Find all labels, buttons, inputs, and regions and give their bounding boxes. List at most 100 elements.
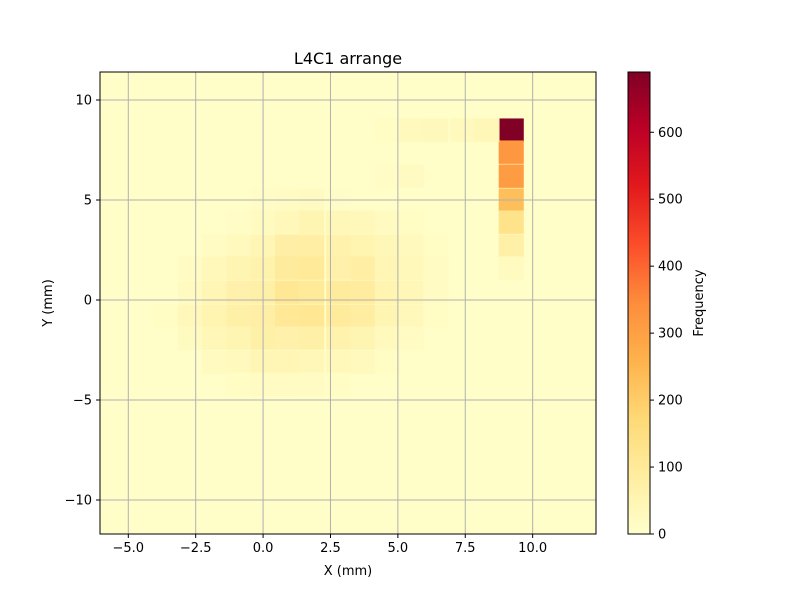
heatmap-cell xyxy=(274,234,301,258)
heatmap-cell xyxy=(226,304,252,328)
heatmap-cell xyxy=(350,280,376,304)
y-tick-label: 10 xyxy=(75,94,92,109)
heatmap-cell xyxy=(398,210,425,234)
heatmap-cell xyxy=(498,164,524,188)
heatmap-cell xyxy=(202,280,228,304)
colorbar-tick-label: 400 xyxy=(658,260,683,275)
heatmap-cell xyxy=(326,256,352,280)
heatmap-cell xyxy=(226,210,252,234)
x-tick-label: −2.5 xyxy=(180,541,212,556)
heatmap-cell xyxy=(423,280,449,304)
heatmap-cell xyxy=(326,280,352,304)
heatmap-cell xyxy=(226,326,252,350)
heatmap-cell xyxy=(274,326,301,350)
heatmap-cell xyxy=(299,234,325,258)
heatmap-cell xyxy=(153,304,179,328)
heatmap-cell xyxy=(299,372,325,396)
heatmap-cell xyxy=(350,256,376,280)
x-tick-label: 2.5 xyxy=(320,541,341,556)
heatmap-cell xyxy=(274,350,301,374)
heatmap-cell xyxy=(398,304,425,328)
heatmap-cell xyxy=(398,280,425,304)
heatmap-cell xyxy=(398,118,425,142)
heatmap-cell xyxy=(299,326,325,350)
colorbar-tick-label: 300 xyxy=(658,327,683,342)
heatmap-cell xyxy=(326,234,352,258)
y-tick-label: 0 xyxy=(84,294,92,309)
heatmap-cell xyxy=(326,350,352,374)
heatmap-cell xyxy=(374,350,400,374)
heatmap-cell xyxy=(274,372,301,396)
heatmap-cell xyxy=(202,304,228,328)
heatmap-cell xyxy=(350,210,376,234)
x-axis-ticks: −5.0 −2.5 0.0 2.5 5.0 7.5 10.0 xyxy=(113,534,547,556)
grid-lines xyxy=(100,72,596,534)
y-axis-label: Y (mm) xyxy=(41,279,56,328)
colorbar-gradient xyxy=(627,71,651,535)
x-tick-label: 10.0 xyxy=(518,541,547,556)
heatmap-cell xyxy=(226,234,252,258)
heatmap-cell xyxy=(299,304,325,328)
heatmap-cell xyxy=(326,372,352,396)
heatmap-cell xyxy=(398,256,425,280)
heatmap-cell xyxy=(498,234,524,258)
heatmap-cell xyxy=(274,304,301,328)
heatmap-cell xyxy=(299,256,325,280)
plot-area: −5.0 −2.5 0.0 2.5 5.0 7.5 10.0 −10 −5 0 5 10 xyxy=(65,71,597,556)
colorbar-tick-label: 500 xyxy=(658,193,683,208)
heatmap-cell xyxy=(450,118,476,142)
heatmap-cell xyxy=(177,256,203,280)
colorbar-tick-label: 100 xyxy=(658,461,683,476)
heatmap-cell xyxy=(423,118,449,142)
heatmap-cell xyxy=(498,118,524,142)
heatmap-cell xyxy=(326,304,352,328)
heatmap-cell xyxy=(374,304,400,328)
heatmap-cell xyxy=(374,164,400,188)
x-tick-label: 0.0 xyxy=(253,541,274,556)
y-tick-label: −5 xyxy=(73,394,92,409)
heatmap-cell xyxy=(474,118,500,142)
heatmap-cell xyxy=(274,210,301,234)
heatmap-cell xyxy=(374,256,400,280)
x-axis-label: X (mm) xyxy=(324,564,373,579)
colorbar-tick-label: 200 xyxy=(658,394,683,409)
heatmap-cell xyxy=(350,326,376,350)
heatmap-cell xyxy=(326,326,352,350)
heatmap-cell xyxy=(202,256,228,280)
heatmap-cell xyxy=(202,350,228,374)
heatmap-cell xyxy=(374,118,400,142)
heatmap-cell xyxy=(374,234,400,258)
y-tick-label: −10 xyxy=(65,494,92,509)
heatmap-cell xyxy=(226,372,252,396)
heatmap-cell xyxy=(177,280,203,304)
heatmap-cell xyxy=(350,350,376,374)
heatmap-cell xyxy=(374,280,400,304)
heatmap-cell xyxy=(226,350,252,374)
y-tick-label: 5 xyxy=(84,194,92,209)
heatmap-cells xyxy=(153,118,524,396)
colorbar: 0 100 200 300 400 500 600 Frequency xyxy=(627,71,707,543)
heatmap-cell xyxy=(177,326,203,350)
y-axis-ticks: −10 −5 0 5 10 xyxy=(65,94,100,509)
chart-title: L4C1 arrange xyxy=(294,49,402,68)
heatmap-cell xyxy=(326,210,352,234)
heatmap-cell xyxy=(299,280,325,304)
heatmap-cell xyxy=(423,304,449,328)
heatmap-cell xyxy=(374,210,400,234)
x-tick-label: 5.0 xyxy=(388,541,409,556)
heatmap-cell xyxy=(350,234,376,258)
heatmap-cell xyxy=(423,234,449,258)
heatmap-cell xyxy=(498,256,524,280)
x-tick-label: 7.5 xyxy=(455,541,476,556)
heatmap-cell xyxy=(202,234,228,258)
heatmap-cell xyxy=(398,164,425,188)
heatmap-cell xyxy=(498,210,524,234)
heatmap-cell xyxy=(202,326,228,350)
heatmap-cell xyxy=(299,210,325,234)
colorbar-ticks: 0 100 200 300 400 500 600 xyxy=(650,126,683,543)
heatmap-cell xyxy=(374,326,400,350)
heatmap-cell xyxy=(226,256,252,280)
heatmap-cell xyxy=(398,326,425,350)
heatmap-cell xyxy=(274,256,301,280)
colorbar-label: Frequency xyxy=(692,269,707,336)
